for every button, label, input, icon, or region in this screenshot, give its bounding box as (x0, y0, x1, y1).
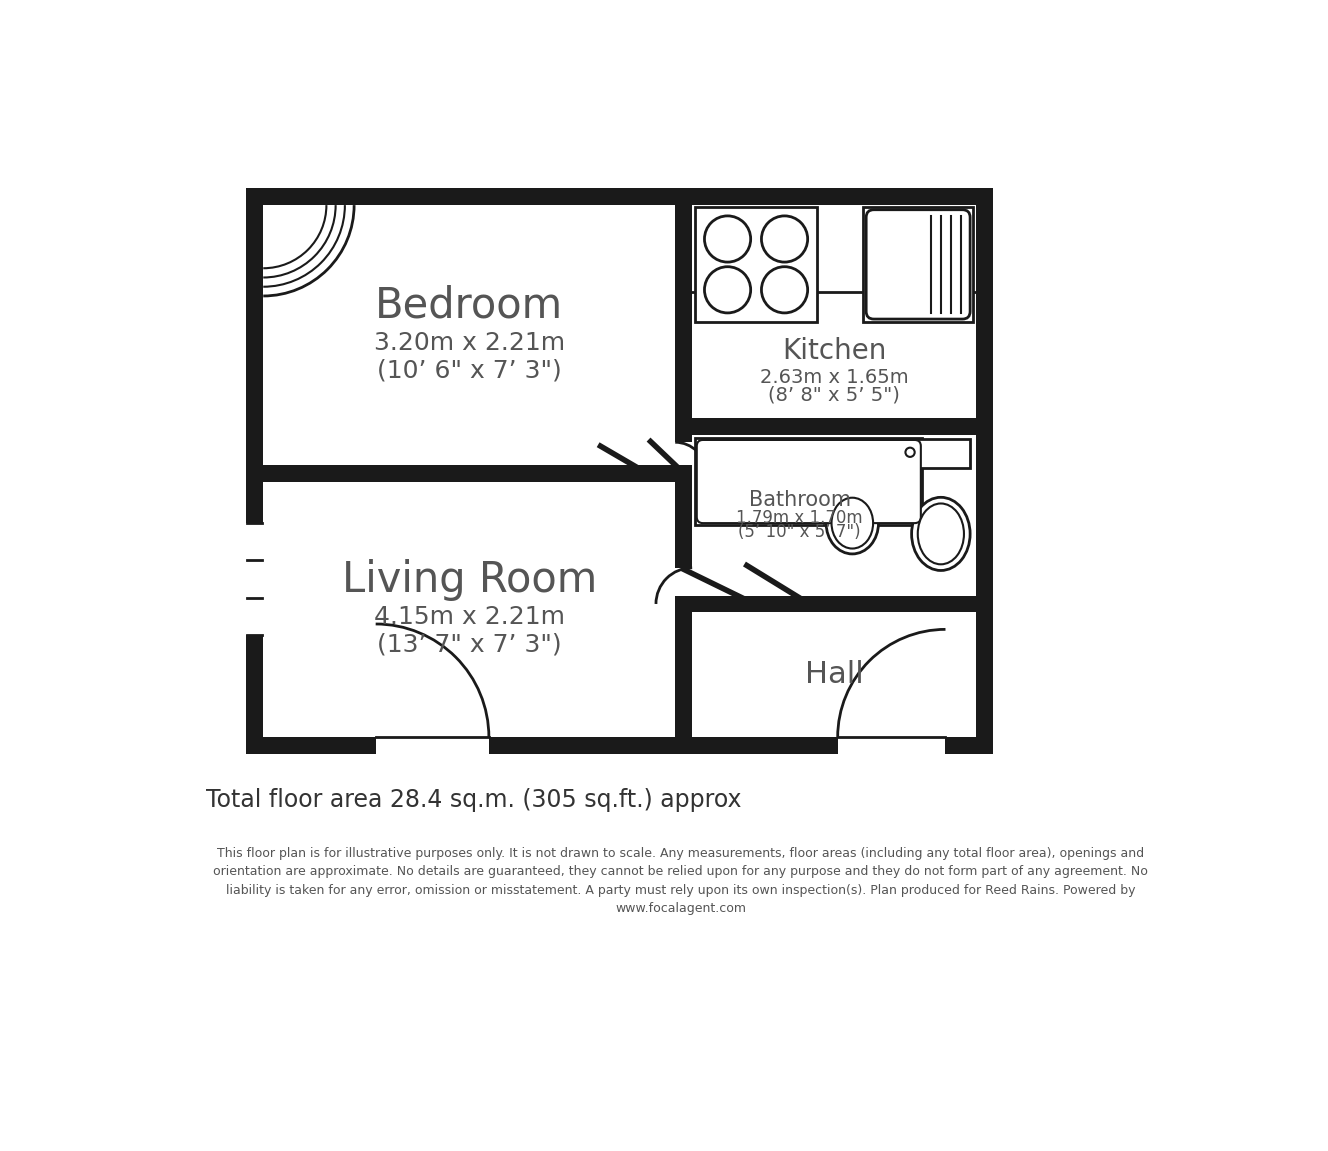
Bar (946, 737, 993, 754)
Bar (976, 188, 993, 754)
Ellipse shape (761, 216, 807, 262)
Text: (10’ 6" x 7’ 3"): (10’ 6" x 7’ 3") (377, 358, 562, 382)
Text: Kitchen: Kitchen (782, 337, 886, 365)
Bar (675, 595, 993, 612)
Text: This floor plan is for illustrative purposes only. It is not drawn to scale. Any: This floor plan is for illustrative purp… (214, 846, 1147, 915)
Bar (675, 188, 692, 442)
Bar (489, 737, 838, 754)
FancyBboxPatch shape (866, 209, 971, 319)
Ellipse shape (761, 267, 807, 313)
Ellipse shape (704, 267, 750, 313)
Text: 2.63m x 1.65m: 2.63m x 1.65m (760, 368, 908, 387)
Bar (911, 440, 971, 468)
Bar (246, 523, 263, 634)
Bar (246, 465, 692, 481)
Ellipse shape (911, 497, 971, 571)
Text: (8’ 8" x 5’ 5"): (8’ 8" x 5’ 5") (769, 386, 900, 404)
Bar (246, 188, 263, 523)
FancyBboxPatch shape (697, 440, 920, 523)
Ellipse shape (826, 493, 879, 554)
Text: (13’ 7" x 7’ 3"): (13’ 7" x 7’ 3") (377, 633, 562, 657)
Text: Total floor area 28.4 sq.m. (305 sq.ft.) approx: Total floor area 28.4 sq.m. (305 sq.ft.)… (206, 788, 742, 813)
Ellipse shape (704, 216, 750, 262)
Bar (863, 207, 973, 322)
Ellipse shape (831, 497, 872, 549)
Bar (696, 207, 817, 322)
Text: Living Room: Living Room (341, 559, 596, 601)
Bar (675, 473, 692, 567)
Bar (246, 188, 993, 205)
Circle shape (906, 448, 915, 457)
Ellipse shape (918, 503, 964, 564)
Text: Hall: Hall (805, 661, 863, 689)
Bar (675, 604, 692, 754)
Bar (246, 634, 263, 754)
Text: 3.20m x 2.21m: 3.20m x 2.21m (373, 330, 564, 355)
Text: Bedroom: Bedroom (376, 284, 563, 327)
Text: 4.15m x 2.21m: 4.15m x 2.21m (373, 605, 564, 630)
Bar (675, 419, 993, 435)
Text: Bathroom: Bathroom (749, 490, 851, 510)
Bar (696, 439, 923, 525)
Text: 1.79m x 1.70m: 1.79m x 1.70m (736, 509, 863, 527)
Bar (246, 737, 376, 754)
Text: (5’ 10" x 5’ 7"): (5’ 10" x 5’ 7") (738, 523, 861, 541)
